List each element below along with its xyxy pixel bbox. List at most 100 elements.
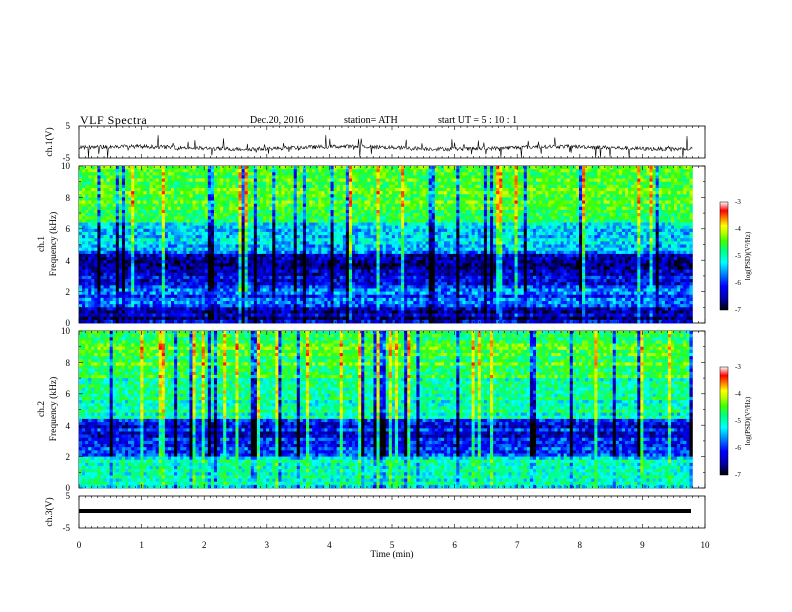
spectrogram-cell [511,213,515,217]
spectrogram-cell [634,225,638,230]
spectrogram-cell [664,235,669,239]
spectrogram-cell [195,175,199,179]
spectrogram-cell [652,200,656,204]
spectrogram-cell [226,228,230,233]
spectrogram-cell [625,222,629,226]
spectrogram-cell [542,225,546,230]
spectrogram-cell [272,194,276,198]
spectrogram-cell [539,184,543,189]
spectrogram-cell [146,228,150,233]
spectrogram-cell [453,231,457,236]
spectrogram-cell [422,219,426,223]
spectrogram-cell [456,191,460,195]
spectrogram-cell [217,222,221,226]
spectrogram-cell [167,194,172,198]
spectrogram-cell [379,187,383,192]
spectrogram-cell [582,222,586,226]
spectrogram-cell [434,225,439,230]
spectrogram-cell [183,228,187,233]
spectrogram-cell [600,213,604,217]
spectrogram-cell [434,206,439,211]
spectrogram-cell [336,169,341,173]
spectrogram-cell [499,172,503,176]
spectrogram-cell [158,172,163,176]
spectrogram-cell [207,238,212,242]
spectrogram-cell [149,184,153,189]
spectrogram-cell [125,184,129,189]
spectrogram-cell [342,169,347,173]
spectrogram-cell [486,191,491,195]
spectrogram-cell [174,219,178,223]
spectrogram-cell [425,181,429,186]
spectrogram-cell [220,231,224,236]
spectrogram-cell [309,206,313,211]
spectrogram-cell [606,235,610,239]
spectrogram-cell [352,238,356,242]
spectrogram-cell [275,203,279,208]
spectrogram-cell [545,184,549,189]
spectrogram-cell [229,194,233,198]
spectrogram-cell [569,228,574,233]
spectrogram-cell [330,184,334,189]
spectrogram-cell [493,216,497,220]
spectrogram-cell [189,200,193,204]
spectrogram-cell [287,187,291,192]
spectrogram-cell [79,206,83,211]
spectrogram-cell [431,228,436,233]
spectrogram-cell [85,181,89,186]
spectrogram-cell [637,178,641,182]
spectrogram-cell [539,235,543,239]
spectrogram-cell [241,181,245,186]
spectrogram-cell [594,187,598,192]
spectrogram-cell [413,241,417,245]
spectrogram-cell [278,228,282,233]
spectrogram-cell [646,235,650,239]
spectrogram-cell [483,231,488,236]
spectrogram-cell [192,216,196,220]
spectrogram-cell [204,194,209,198]
spectrogram-cell [453,203,457,208]
spectrogram-cell [189,213,193,217]
spectrogram-cell [109,187,114,192]
spectrogram-cell [161,222,166,226]
spectrogram-cell [526,172,531,176]
spectrogram-cell [502,219,506,223]
spectrogram-cell [422,175,426,179]
spectrogram-cell [572,181,577,186]
spectrogram-cell [195,235,199,239]
spectrogram-cell [241,241,245,245]
spectrogram-cell [253,235,258,239]
spectrogram-cell [367,222,371,226]
spectrogram-cell [609,231,614,236]
spectrogram-cell [333,178,337,182]
spectrogram-cell [671,172,675,176]
spectrogram-cell [174,225,178,230]
spectrogram-cell [152,241,156,245]
spectrogram-cell [244,228,249,233]
spectrogram-cell [309,181,313,186]
spectrogram-cell [407,213,411,217]
spectrogram-cell [125,225,129,230]
spectrogram-cell [152,197,156,201]
spectrogram-cell [125,238,129,242]
spectrogram-cell [253,169,258,173]
spectrogram-cell [578,191,583,195]
spectrogram-cell [594,169,598,173]
spectrogram-cell [131,222,135,226]
spectrogram-cell [247,166,252,170]
spectrogram-cell [508,238,512,242]
spectrogram-cell [91,166,95,170]
spectrogram-cell [652,238,656,242]
spectrogram-cell [404,222,408,226]
spectrogram-cell [293,172,298,176]
spectrogram-cell [339,178,344,182]
spectrogram-cell [91,169,95,173]
spectrogram-cell [477,209,482,214]
spectrogram-cell [388,225,393,230]
spectrogram-cell [447,187,451,192]
spectrogram-cell [551,222,555,226]
spectrogram-cell [529,197,534,201]
spectrogram-cell [557,197,561,201]
spectrogram-cell [232,222,236,226]
spectrogram-cell [137,216,141,220]
